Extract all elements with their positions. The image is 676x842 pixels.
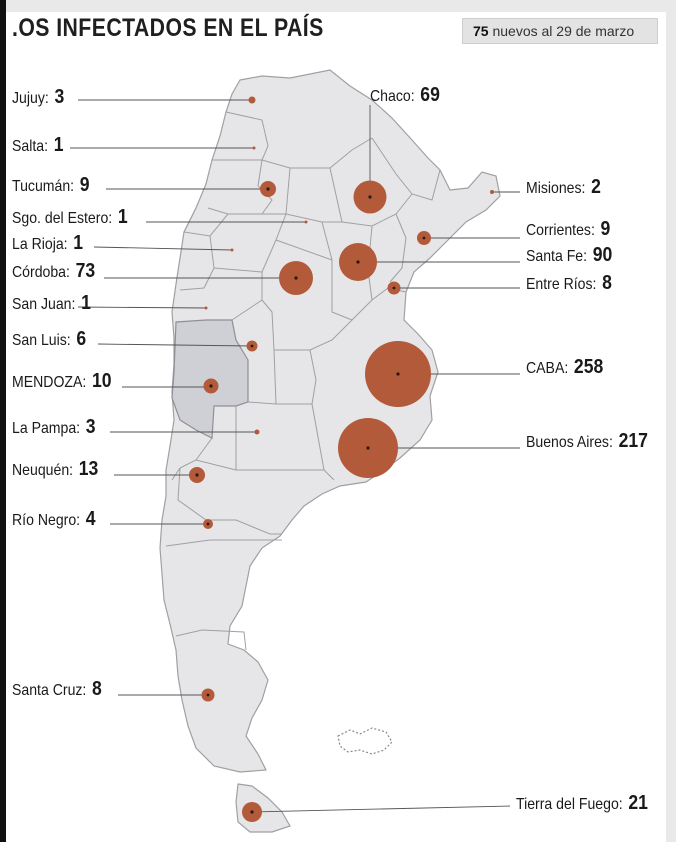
bubble-jujuy bbox=[248, 96, 256, 104]
case-count: 13 bbox=[78, 458, 99, 480]
label-sgo-del-estero: Sgo. del Estero: 1 bbox=[12, 206, 128, 229]
province-name: Córdoba: bbox=[12, 264, 70, 281]
label-cordoba: Córdoba: 73 bbox=[12, 260, 95, 283]
malvinas-islands bbox=[337, 727, 393, 755]
case-count: 4 bbox=[85, 508, 96, 530]
label-la-rioja: La Rioja: 1 bbox=[12, 232, 83, 255]
label-rio-negro: Río Negro: 4 bbox=[12, 508, 96, 531]
case-count: 1 bbox=[73, 232, 84, 254]
bubble-la-rioja bbox=[230, 248, 234, 252]
province-name: Buenos Aires: bbox=[526, 434, 613, 451]
province-name: CABA: bbox=[526, 360, 569, 377]
label-misiones: Misiones: 2 bbox=[526, 176, 601, 199]
case-count: 1 bbox=[53, 134, 64, 156]
right-edge bbox=[666, 0, 676, 842]
case-count: 8 bbox=[602, 272, 612, 294]
province-name: Entre Ríos: bbox=[526, 276, 597, 293]
page-title: .OS INFECTADOS EN EL PAÍS bbox=[12, 14, 324, 42]
province-name: San Juan: bbox=[12, 296, 76, 313]
province-name: La Rioja: bbox=[12, 236, 68, 253]
new-cases-number: 75 bbox=[473, 23, 489, 39]
province-name: Río Negro: bbox=[12, 512, 81, 529]
case-count: 2 bbox=[591, 176, 601, 198]
label-la-pampa: La Pampa: 3 bbox=[12, 416, 96, 439]
province-name: Tierra del Fuego: bbox=[516, 796, 623, 813]
case-count: 3 bbox=[54, 86, 65, 108]
case-count: 6 bbox=[76, 328, 87, 350]
province-name: La Pampa: bbox=[12, 420, 81, 437]
label-santa-fe: Santa Fe: 90 bbox=[526, 244, 612, 267]
bubble-centers bbox=[195, 187, 426, 814]
label-san-luis: San Luis: 6 bbox=[12, 328, 86, 351]
province-name: MENDOZA: bbox=[12, 374, 87, 391]
province-name: Santa Fe: bbox=[526, 248, 588, 265]
case-count: 9 bbox=[600, 218, 611, 240]
province-borders bbox=[165, 111, 441, 651]
bubble-sgo-del-estero bbox=[304, 220, 308, 224]
bubble-la-pampa bbox=[254, 429, 260, 435]
province-name: Jujuy: bbox=[12, 90, 49, 107]
province-name: Santa Cruz: bbox=[12, 682, 87, 699]
new-cases-text: nuevos al 29 de marzo bbox=[492, 23, 635, 39]
label-caba: CABA: 258 bbox=[526, 356, 603, 379]
bubble-misiones bbox=[490, 190, 494, 194]
label-san-juan: San Juan: 1 bbox=[12, 292, 91, 315]
label-buenos-aires: Buenos Aires: 217 bbox=[526, 430, 648, 453]
case-count: 8 bbox=[92, 678, 102, 700]
new-cases-badge: 75 nuevos al 29 de marzo bbox=[462, 18, 658, 44]
case-count: 90 bbox=[592, 244, 613, 266]
case-count: 73 bbox=[75, 260, 96, 282]
bubble-san-juan bbox=[204, 306, 208, 310]
case-count: 10 bbox=[91, 370, 112, 392]
province-name: Sgo. del Estero: bbox=[12, 210, 113, 227]
label-corrientes: Corrientes: 9 bbox=[526, 218, 610, 241]
case-count: 1 bbox=[81, 292, 91, 314]
case-count: 1 bbox=[117, 206, 128, 228]
province-name: Salta: bbox=[12, 138, 49, 155]
case-count: 9 bbox=[79, 174, 90, 196]
province-name: Neuquén: bbox=[12, 462, 74, 479]
case-count: 69 bbox=[420, 84, 440, 106]
label-chaco: Chaco: 69 bbox=[370, 84, 440, 107]
label-entre-rios: Entre Ríos: 8 bbox=[526, 272, 612, 295]
label-mendoza: MENDOZA: 10 bbox=[12, 370, 112, 393]
label-tucuman: Tucumán: 9 bbox=[12, 174, 90, 197]
label-neuquen: Neuquén: 13 bbox=[12, 458, 98, 481]
province-name: San Luis: bbox=[12, 332, 71, 349]
province-name: Corrientes: bbox=[526, 222, 595, 239]
case-count: 258 bbox=[573, 356, 604, 378]
left-edge bbox=[0, 0, 6, 842]
bubble-salta bbox=[252, 146, 256, 150]
province-name: Misiones: bbox=[526, 180, 586, 197]
case-count: 217 bbox=[618, 430, 648, 452]
case-count: 3 bbox=[85, 416, 96, 438]
leader-lines bbox=[70, 99, 520, 813]
case-count: 21 bbox=[628, 792, 648, 814]
province-name: Tucumán: bbox=[12, 178, 75, 195]
province-name: Chaco: bbox=[370, 88, 415, 105]
label-santa-cruz: Santa Cruz: 8 bbox=[12, 678, 102, 701]
label-tierra-del-fuego: Tierra del Fuego: 21 bbox=[516, 792, 648, 815]
label-salta: Salta: 1 bbox=[12, 134, 63, 157]
label-jujuy: Jujuy: 3 bbox=[12, 86, 64, 109]
